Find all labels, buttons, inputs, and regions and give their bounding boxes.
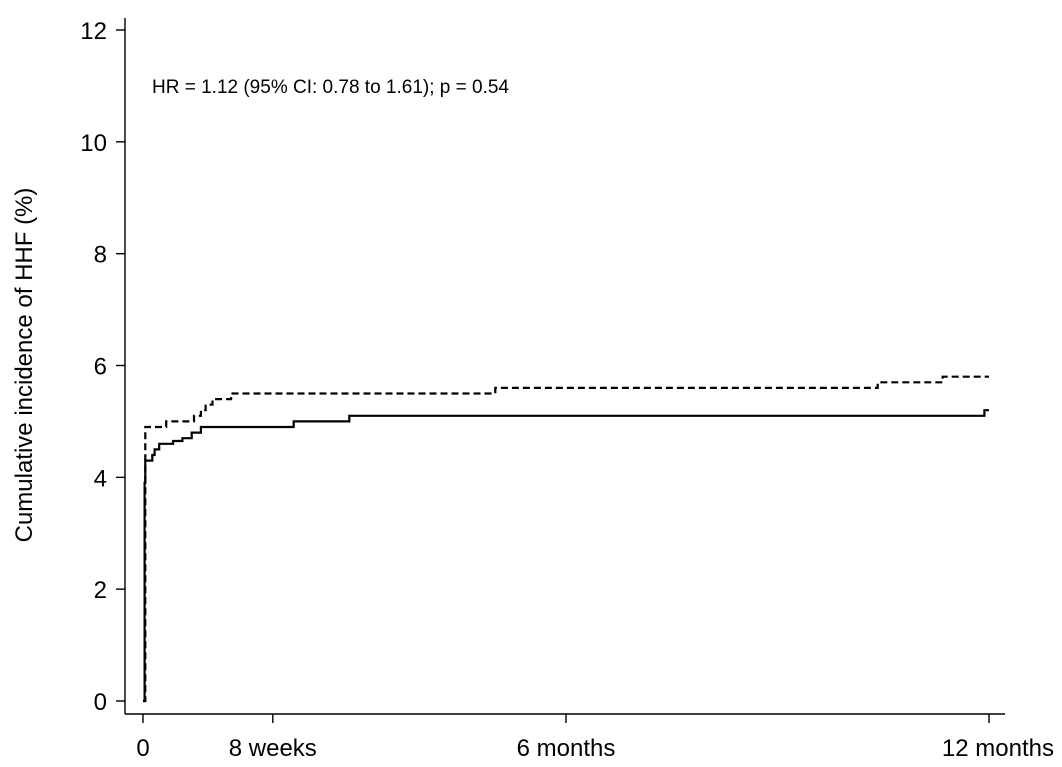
x-tick-label: 6 months [517,735,616,762]
y-tick-label: 12 [80,18,107,45]
y-ticks: 0 2 4 6 8 10 12 [80,18,125,716]
y-tick-label: 6 [94,354,107,381]
y-tick-label: 8 [94,242,107,269]
y-tick-label: 2 [94,577,107,604]
x-tick-label: 8 weeks [229,735,317,762]
y-axis: 0 2 4 6 8 10 12 [80,18,126,716]
series-line-dashed [143,375,989,703]
y-tick-label: 0 [94,689,107,716]
y-axis-title: Cumulative incidence of HHF (%) [11,188,38,543]
series-line-solid [143,409,989,703]
y-tick-label: 4 [94,465,107,492]
x-tick-label: 0 [136,735,149,762]
series-group [143,375,989,703]
y-tick-label: 10 [80,130,107,157]
x-axis: 0 8 weeks 6 months 12 months [125,713,1054,762]
x-ticks: 0 8 weeks 6 months 12 months [136,714,1054,762]
x-tick-label: 12 months [942,735,1054,762]
hr-annotation: HR = 1.12 (95% CI: 0.78 to 1.61); p = 0.… [152,77,509,98]
